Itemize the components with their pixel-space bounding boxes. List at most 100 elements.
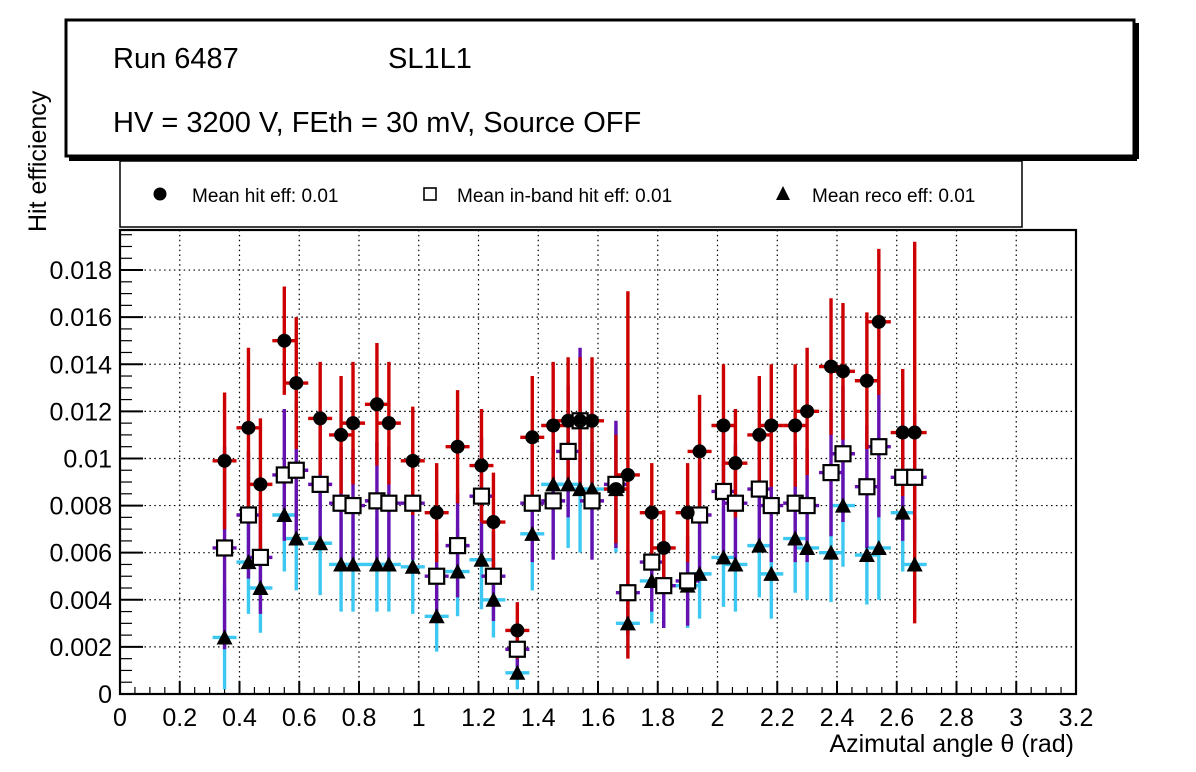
x-tick-label: 1.2	[461, 704, 496, 732]
data-point-triangle	[727, 556, 744, 572]
data-point-circle	[692, 444, 707, 459]
data-point-circle	[680, 505, 695, 520]
data-point-square	[834, 445, 852, 463]
data-point-triangle	[799, 539, 816, 555]
data-point-triangle	[312, 535, 329, 551]
data-point-square	[822, 463, 840, 482]
open-square-icon	[423, 187, 437, 201]
legend-entry-inband-hit-eff: Mean in-band hit eff: 0.01	[423, 186, 672, 207]
data-point-square	[508, 640, 526, 658]
data-point-triangle	[834, 497, 851, 513]
data-point-circle	[334, 427, 349, 442]
data-point-circle	[277, 333, 292, 348]
data-point-circle	[217, 453, 232, 468]
data-point-triangle	[894, 504, 911, 520]
data-point-triangle	[345, 556, 362, 572]
data-point-triangle	[870, 539, 887, 555]
data-point-square	[380, 494, 398, 512]
data-point-triangle	[485, 591, 502, 607]
data-point-triangle	[906, 556, 923, 572]
data-point-circle	[289, 376, 304, 391]
data-point-circle	[429, 505, 444, 520]
y-tick-label: 0.014	[49, 351, 112, 379]
data-point-square	[643, 553, 661, 571]
data-point-square	[858, 478, 876, 496]
data-point-circle	[313, 411, 328, 426]
data-point-circle	[835, 364, 850, 379]
y-axis-title: Hit efficiency	[24, 90, 52, 232]
data-point-triangle	[404, 558, 421, 574]
x-tick-label: 2.2	[760, 704, 795, 732]
data-point-circle	[800, 404, 815, 419]
data-point-triangle	[368, 556, 385, 572]
data-point-square	[544, 492, 562, 510]
data-point-square	[251, 548, 270, 566]
data-point-triangle	[333, 556, 350, 572]
x-tick-label: 2	[711, 704, 725, 732]
data-point-triangle	[288, 530, 305, 546]
data-point-triangle	[428, 608, 445, 624]
data-point-circle	[346, 416, 361, 431]
x-tick-label: 0.8	[342, 704, 377, 732]
y-tick-label: 0.018	[49, 257, 112, 285]
legend-label-hit-eff: Mean hit eff: 0.01	[192, 186, 338, 207]
data-point-square	[619, 584, 637, 602]
filled-triangle-icon	[776, 186, 790, 200]
data-point-circle	[253, 477, 268, 492]
data-point-square	[655, 577, 673, 595]
data-point-circle	[788, 418, 803, 433]
data-point-circle	[369, 397, 384, 412]
title-box-shadow-bottom	[69, 156, 1137, 161]
data-point-triangle	[449, 563, 466, 579]
legend-entry-reco-eff: Mean reco eff: 0.01	[776, 186, 975, 207]
data-point-circle	[895, 425, 910, 440]
data-point-square	[690, 506, 709, 524]
legend: Mean hit eff: 0.01 Mean in-band hit eff:…	[119, 160, 1023, 228]
data-point-triangle	[560, 476, 577, 492]
data-point-triangle	[380, 556, 397, 572]
data-point-triangle	[473, 551, 490, 567]
x-tick-label: 1.6	[581, 704, 616, 732]
data-point-circle	[824, 359, 839, 374]
run-label: Run 6487	[113, 43, 239, 75]
y-tick-label: 0.004	[49, 587, 112, 615]
conditions-label: HV = 3200 V, FEth = 30 mV, Source OFF	[113, 107, 641, 139]
x-tick-label: 3	[1009, 704, 1023, 732]
data-point-circle	[241, 420, 256, 435]
y-tick-label: 0	[98, 681, 112, 709]
data-point-square	[583, 492, 601, 510]
data-point-circle	[859, 373, 874, 388]
x-tick-label: 2.8	[939, 704, 974, 732]
data-point-circle	[620, 467, 635, 482]
y-tick-label: 0.006	[49, 540, 112, 568]
plot-area: 0 0.2 0.4 0.6 0.8 1 1.2 1.4 1.6 1.8 2 2.2 2.4 2.6 2.8 3…	[49, 228, 1093, 732]
data-point-square	[559, 442, 577, 461]
data-point-square	[404, 494, 422, 512]
data-point-square	[750, 480, 768, 498]
data-point-triangle	[787, 530, 804, 546]
data-point-triangle	[509, 664, 526, 680]
y-tick-label: 0.01	[63, 445, 112, 473]
legend-label-reco: Mean reco eff: 0.01	[812, 186, 975, 207]
x-tick-label: 0.2	[162, 704, 197, 732]
data-point-circle	[752, 427, 767, 442]
data-point-circle	[871, 314, 886, 329]
data-point-circle	[716, 418, 731, 433]
data-point-circle	[561, 413, 576, 428]
x-tick-label: 0.4	[222, 704, 257, 732]
data-point-square	[215, 539, 234, 557]
sl-label: SL1L1	[388, 43, 472, 75]
title-box: Run 6487 SL1L1 HV = 3200 V, FEth = 30 mV…	[64, 18, 1139, 161]
x-tick-label: 1.8	[640, 704, 675, 732]
data-point-triangle	[619, 615, 636, 631]
data-point-circle	[907, 425, 922, 440]
data-point-triangle	[216, 629, 233, 645]
y-tick-label: 0.002	[49, 634, 112, 662]
x-tick-label: 0.6	[282, 704, 317, 732]
data-point-square	[762, 496, 780, 515]
data-point-triangle	[763, 565, 780, 581]
filled-circle-icon	[153, 187, 167, 201]
x-tick-label: 1	[412, 704, 426, 732]
data-point-triangle	[858, 547, 875, 563]
data-point-circle	[644, 505, 659, 520]
